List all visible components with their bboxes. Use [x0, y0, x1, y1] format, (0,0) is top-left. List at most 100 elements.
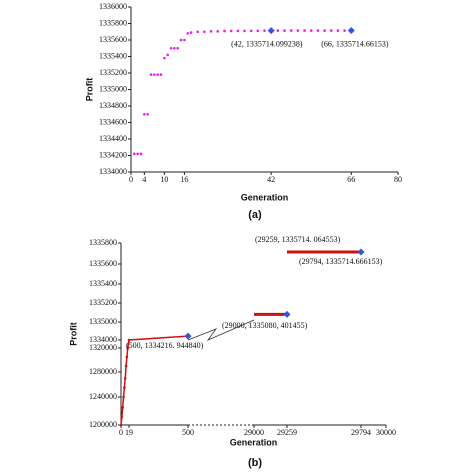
x-tick-label: 29000 [244, 428, 264, 437]
x-axis-label: Generation [241, 192, 289, 202]
x-tick-label: 0 [129, 175, 133, 184]
y-tick-label: 1334200 [99, 150, 127, 159]
y-axis-label: Profit [84, 78, 94, 102]
point [125, 355, 129, 359]
point [166, 53, 170, 57]
axis-break [187, 319, 255, 341]
point [189, 31, 193, 34]
y-tick-label: 1335200 [99, 68, 127, 77]
point [120, 415, 124, 418]
point [146, 112, 149, 116]
y-tick-label: 1334800 [99, 101, 127, 110]
x-tick-label: 30000 [376, 428, 396, 437]
point [123, 376, 127, 380]
x-tick-label: 16 [180, 175, 188, 184]
point [289, 29, 293, 32]
point [343, 29, 346, 32]
point [243, 29, 246, 33]
point [336, 29, 340, 32]
point [186, 32, 190, 35]
y-tick-label: 1320000 [89, 343, 117, 352]
point [169, 46, 173, 50]
point [316, 29, 320, 32]
point [119, 423, 123, 427]
point [159, 73, 163, 76]
annotation: (29794, 1335714.666153) [299, 257, 383, 266]
y-tick-label: 1334400 [99, 134, 127, 143]
point [121, 406, 124, 409]
point [183, 38, 186, 42]
point [122, 395, 125, 399]
point [357, 248, 365, 256]
point [184, 332, 192, 340]
point [263, 29, 266, 32]
y-tick-label: 1280000 [89, 367, 117, 376]
point [303, 29, 306, 32]
point [256, 29, 260, 33]
point [283, 29, 286, 32]
y-axis-label: Profit [68, 322, 78, 346]
x-tick-label: 80 [394, 175, 402, 184]
y-tick-label: 1335000 [99, 84, 127, 93]
x-tick-label: 29259 [277, 428, 297, 437]
point [153, 73, 156, 76]
point [203, 30, 206, 34]
point [173, 46, 176, 50]
point [309, 29, 313, 32]
point [267, 27, 275, 35]
y-tick-label: 1335400 [89, 279, 117, 288]
y-tick-label: 1335400 [99, 51, 127, 60]
x-tick-label: 4 [142, 175, 146, 184]
annotation: (42, 1335714.099238) [231, 39, 303, 48]
point [126, 346, 130, 350]
point [276, 29, 280, 32]
point [123, 386, 126, 389]
panel-label: (a) [248, 209, 262, 221]
point [283, 310, 291, 318]
y-tick-label: 1336000 [99, 2, 127, 11]
y-tick-label: 1334600 [99, 117, 127, 126]
x-tick-label: 500 [182, 428, 194, 437]
point [347, 27, 355, 35]
point [209, 30, 213, 33]
x-tick-label: 10 [160, 175, 168, 184]
point [163, 56, 166, 60]
y-tick-label: 1335600 [89, 259, 117, 268]
point [143, 112, 146, 116]
point [229, 29, 233, 33]
x-axis-label: Generation [230, 437, 278, 447]
point [329, 29, 333, 32]
point [223, 29, 226, 33]
y-tick-label: 1335800 [99, 18, 127, 27]
x-tick-label: 0 [119, 428, 123, 437]
annotation: (500, 1334216. 944840) [126, 341, 204, 350]
annotation: (66, 1335714.66153) [321, 39, 389, 48]
x-tick-label: 66 [347, 175, 355, 184]
y-tick-label: 1240000 [89, 392, 117, 401]
point [296, 29, 300, 32]
y-tick-label: 1334000 [99, 167, 127, 176]
panel-label: (b) [248, 457, 262, 469]
point [127, 338, 131, 342]
point [156, 73, 159, 76]
y-tick-label: 1335600 [99, 35, 127, 44]
y-tick-label: 1334000 [89, 335, 117, 344]
point [196, 30, 200, 34]
point [216, 30, 220, 33]
y-tick-label: 1335200 [89, 298, 117, 307]
point [149, 73, 153, 76]
point [124, 364, 128, 368]
point [133, 152, 136, 156]
x-tick-label: 29794 [351, 428, 371, 437]
point [323, 29, 326, 32]
annotation: (29259, 1335714. 064553) [255, 235, 341, 244]
y-tick-label: 1200000 [89, 420, 117, 429]
y-tick-label: 1335800 [89, 238, 117, 247]
point [136, 152, 139, 156]
point [176, 46, 180, 50]
point [139, 152, 143, 156]
annotation: (29000, 1335080, 401455) [222, 321, 308, 330]
point [179, 38, 183, 42]
point [236, 29, 240, 33]
